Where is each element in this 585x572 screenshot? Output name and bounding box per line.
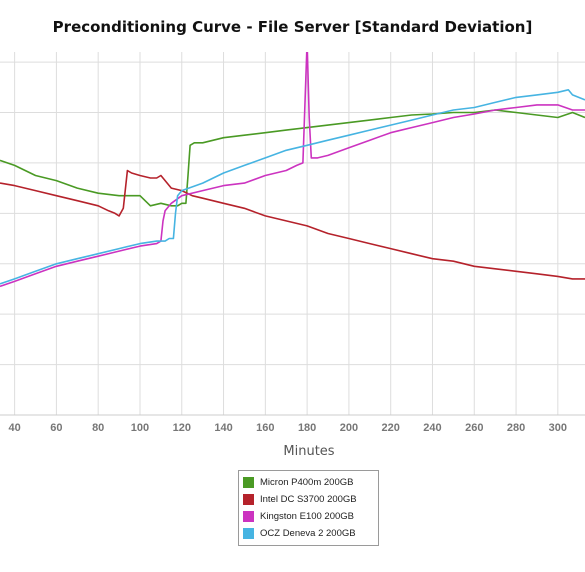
x-tick-label: 300 — [549, 422, 567, 434]
legend-label: Intel DC S3700 200GB — [260, 494, 357, 505]
x-tick-label: 220 — [382, 422, 400, 434]
legend-item: Kingston E100 200GB — [243, 508, 374, 525]
grid-lines — [0, 52, 585, 416]
series-line-2 — [0, 169, 585, 280]
legend-label: Kingston E100 200GB — [260, 511, 355, 522]
series-line-3 — [0, 52, 585, 288]
line-chart: 40 60 80 100 120 140 160 180 200 220 240 260 280 300 … — [0, 52, 585, 459]
x-tick-label: 200 — [340, 422, 358, 434]
x-tick-label: 280 — [507, 422, 525, 434]
x-tick-label: 80 — [92, 422, 104, 434]
x-tick-label: 100 — [131, 422, 149, 434]
x-tick-label: 240 — [423, 422, 441, 434]
x-tick-label: 40 — [9, 422, 21, 434]
legend-label: Micron P400m 200GB — [260, 477, 354, 488]
x-tick-label: 260 — [465, 422, 483, 434]
legend-item: Intel DC S3700 200GB — [243, 491, 374, 508]
legend-swatch — [243, 528, 254, 539]
series-line-1 — [0, 109, 585, 207]
series-line-4 — [0, 89, 585, 285]
x-tick-label: 120 — [173, 422, 191, 434]
x-axis-label: Minutes — [283, 444, 334, 459]
x-tick-labels: 40 60 80 100 120 140 160 180 200 220 240 260 280 300 — [9, 422, 568, 434]
series-lines — [0, 52, 585, 288]
x-tick-label: 60 — [50, 422, 62, 434]
legend-item: OCZ Deneva 2 200GB — [243, 525, 374, 542]
x-tick-label: 180 — [298, 422, 316, 434]
chart-title: Preconditioning Curve - File Server [Sta… — [52, 18, 533, 36]
legend: Micron P400m 200GB Intel DC S3700 200GB Ki… — [238, 470, 379, 546]
legend-item: Micron P400m 200GB — [243, 474, 374, 491]
x-tick-label: 160 — [256, 422, 274, 434]
legend-swatch — [243, 477, 254, 488]
legend-swatch — [243, 494, 254, 505]
legend-swatch — [243, 511, 254, 522]
x-tick-label: 140 — [214, 422, 232, 434]
legend-label: OCZ Deneva 2 200GB — [260, 528, 356, 539]
